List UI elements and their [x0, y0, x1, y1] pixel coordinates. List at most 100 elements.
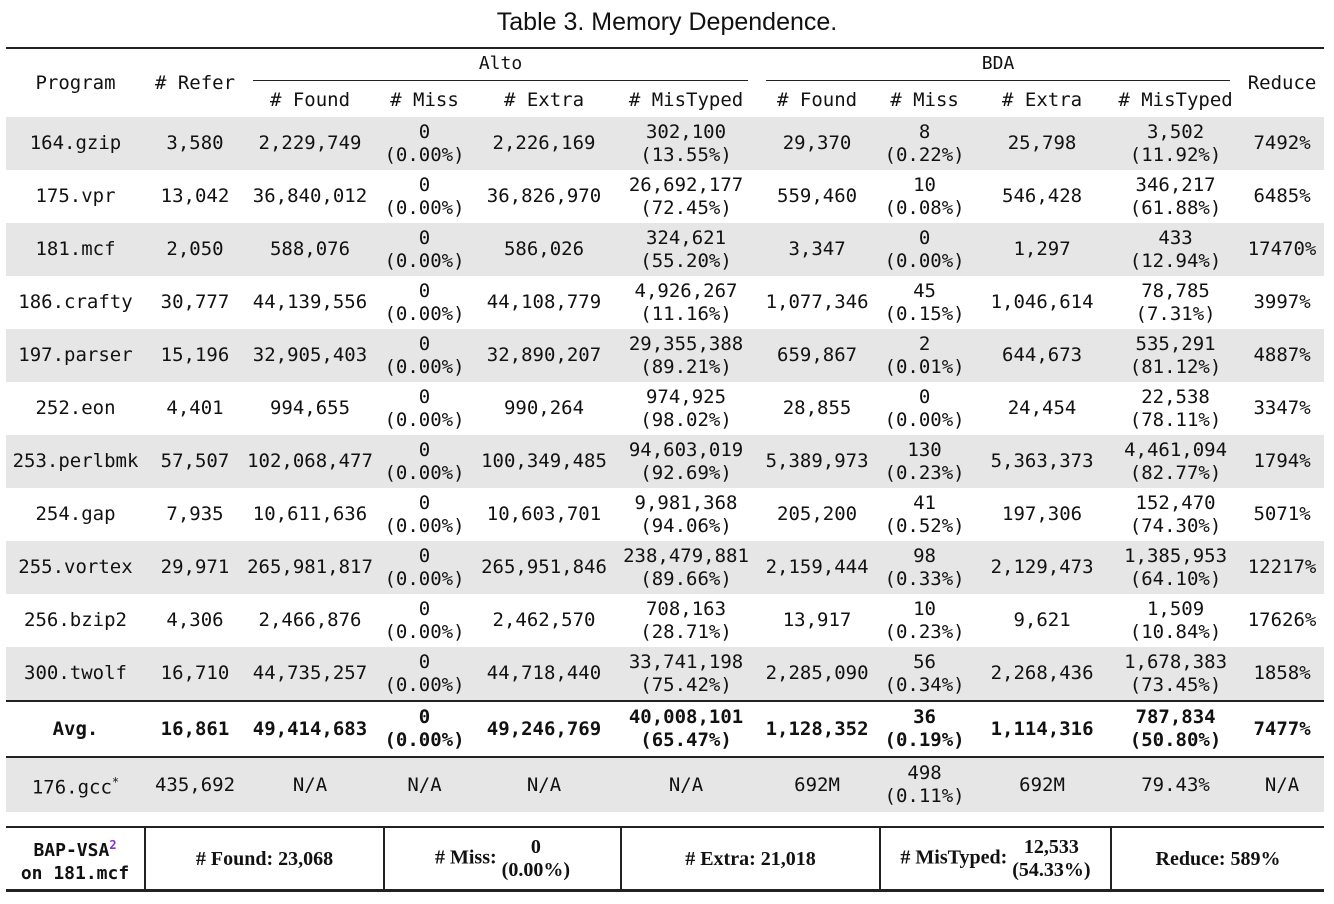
gcc-alto-extra: N/A [474, 756, 614, 812]
gcc-row: 176.gcc* 435,692 N/A N/A N/A N/A 692M 49… [6, 756, 1325, 812]
table-row: 300.twolf 16,710 44,735,257 0 (0.00%) 44,718,… [6, 647, 1325, 701]
program-cell: 254.gap [35, 503, 116, 525]
refer-cell: 4,306 [166, 609, 224, 631]
avg-bda-mistyped: 787,834 (50.80%) [1111, 700, 1241, 757]
avg-alto-extra: 49,246,769 [474, 700, 614, 757]
bda-miss-cell: 130 (0.23%) [876, 435, 974, 488]
program-cell: 186.crafty [18, 291, 133, 313]
bda-mistyped-cell: 433 (12.94%) [1111, 223, 1241, 276]
bda-found-cell: 28,855 [782, 397, 852, 419]
alto-miss-cell: 0 (0.00%) [375, 117, 474, 170]
alto-miss-cell: 0 (0.00%) [384, 491, 465, 537]
program-cell: 255.vortex [6, 541, 145, 594]
bap-vsa-found: # Found: 23,068 [144, 826, 385, 892]
table-row: 186.crafty 30,777 44,139,556 0 (0.00%) 44,108… [6, 276, 1324, 329]
table-row: 252.eon 4,401 994,655 0 (0.00%) 990,264 974,92… [6, 382, 1324, 435]
alto-found-cell: 32,905,403 [245, 329, 375, 382]
refer-cell: 7,935 [166, 503, 224, 525]
bda-mistyped-cell: 152,470 (74.30%) [1129, 491, 1222, 537]
bda-miss-cell: 10 (0.23%) [884, 597, 965, 643]
bda-mistyped-cell: 4,461,094 (82.77%) [1111, 435, 1241, 488]
bda-extra-cell: 197,306 [1002, 503, 1083, 525]
refer-cell: 3,580 [145, 117, 245, 170]
program-cell: 252.eon [35, 397, 116, 419]
table-row: 181.mcf 2,050 588,076 0 (0.00%) 586,026 324,62… [6, 223, 1325, 276]
bda-miss-cell: 2 (0.01%) [876, 329, 974, 382]
alto-miss-cell: 0 (0.00%) [384, 597, 465, 643]
refer-cell: 13,042 [160, 185, 230, 207]
bda-mistyped-cell: 1,385,953 (64.10%) [1111, 541, 1241, 594]
header-bda-extra: # Extra [1002, 88, 1083, 111]
gcc-bda-found: 692M [758, 756, 877, 812]
alto-mistyped-cell: 4,926,267 (11.16%) [634, 279, 738, 325]
alto-found-cell: 102,068,477 [245, 435, 375, 488]
bda-extra-cell: 644,673 [973, 329, 1112, 382]
bda-extra-cell: 1,297 [973, 223, 1112, 276]
bap-vsa-mistyped: # MisTyped: 12,533 (54.33%) [879, 826, 1112, 892]
refer-cell: 2,050 [145, 223, 245, 276]
alto-miss-cell: 0 (0.00%) [384, 279, 465, 325]
bda-mistyped-cell: 346,217 (61.88%) [1129, 173, 1222, 219]
header-alto-found: # Found [269, 88, 351, 111]
alto-found-cell: 265,981,817 [245, 541, 375, 594]
header-program: Program [35, 71, 116, 94]
bda-mistyped-cell: 1,678,383 (73.45%) [1111, 647, 1241, 701]
program-cell: 175.vpr [35, 185, 116, 207]
refer-cell: 29,971 [145, 541, 245, 594]
bda-extra-cell: 25,798 [973, 117, 1112, 170]
program-cell: 253.perlbmk [6, 435, 145, 488]
bda-found-cell: 2,285,090 [758, 647, 877, 701]
bap-vsa-miss: # Miss: 0 (0.00%) [383, 826, 622, 892]
bda-extra-cell: 546,428 [1002, 185, 1083, 207]
alto-mistyped-cell: 9,981,368 (94.06%) [634, 491, 738, 537]
reduce-cell: 1858% [1240, 647, 1325, 701]
gcc-refer: 435,692 [145, 756, 245, 812]
bda-mistyped-cell: 22,538 (78.11%) [1129, 385, 1222, 431]
bda-mistyped-cell: 3,502 (11.92%) [1111, 117, 1241, 170]
bda-found-cell: 2,159,444 [758, 541, 877, 594]
avg-bda-miss: 36 (0.19%) [876, 700, 974, 757]
header-bda: BDA [758, 48, 1240, 83]
reduce-cell: 17626% [1247, 609, 1317, 631]
alto-found-cell: 44,139,556 [252, 291, 368, 313]
program-cell: 256.bzip2 [24, 609, 127, 631]
bap-vsa-extra: # Extra: 21,018 [620, 826, 881, 892]
avg-label: Avg. [6, 700, 145, 757]
bda-found-cell: 659,867 [758, 329, 877, 382]
bap-vsa-label: BAP-VSA2 on 181.mcf [6, 826, 146, 892]
bda-miss-cell: 56 (0.34%) [876, 647, 974, 701]
alto-mistyped-cell: 94,603,019 (92.69%) [614, 435, 759, 488]
bda-mistyped-cell: 1,509 (10.84%) [1129, 597, 1222, 643]
avg-bda-found: 1,128,352 [758, 700, 877, 757]
bda-extra-cell: 2,268,436 [973, 647, 1112, 701]
alto-miss-cell: 0 (0.00%) [375, 435, 474, 488]
alto-mistyped-cell: 29,355,388 (89.21%) [614, 329, 759, 382]
bda-miss-cell: 41 (0.52%) [884, 491, 965, 537]
memory-dependence-table: Program # Refer Alto BDA Reduce # Found … [6, 47, 1325, 812]
header-bda-mistyped: # MisTyped [1118, 88, 1233, 111]
avg-alto-mistyped: 40,008,101 (65.47%) [614, 700, 759, 757]
reduce-cell: 3997% [1253, 291, 1311, 313]
reduce-cell: 7492% [1240, 117, 1325, 170]
table-row: 254.gap 7,935 10,611,636 0 (0.00%) 10,603,701… [6, 488, 1324, 541]
refer-cell: 57,507 [145, 435, 245, 488]
bda-miss-cell: 8 (0.22%) [876, 117, 974, 170]
bap-vsa-table: BAP-VSA2 on 181.mcf # Found: 23,068 # Mi… [6, 826, 1324, 892]
bda-found-cell: 13,917 [782, 609, 852, 631]
program-cell: 181.mcf [6, 223, 145, 276]
table-row: 256.bzip2 4,306 2,466,876 0 (0.00%) 2,462,570… [6, 594, 1324, 647]
alto-mistyped-cell: 974,925 (98.02%) [640, 385, 732, 431]
avg-row: Avg. 16,861 49,414,683 0 (0.00%) 49,246,7… [6, 700, 1325, 757]
table-row: 164.gzip 3,580 2,229,749 0 (0.00%) 2,226,169 3… [6, 117, 1325, 170]
gcc-bda-extra: 692M [973, 756, 1112, 812]
gcc-bda-miss: 498 (0.11%) [876, 756, 974, 812]
bda-found-cell: 205,200 [777, 503, 858, 525]
table-row: 197.parser 15,196 32,905,403 0 (0.00%) 32,890… [6, 329, 1325, 382]
alto-miss-cell: 0 (0.00%) [384, 173, 465, 219]
alto-extra-cell: 586,026 [474, 223, 614, 276]
bda-miss-cell: 98 (0.33%) [876, 541, 974, 594]
bda-mistyped-cell: 78,785 (7.31%) [1135, 279, 1216, 325]
gcc-reduce: N/A [1240, 756, 1325, 812]
alto-mistyped-cell: 238,479,881 (89.66%) [614, 541, 759, 594]
avg-refer: 16,861 [145, 700, 245, 757]
